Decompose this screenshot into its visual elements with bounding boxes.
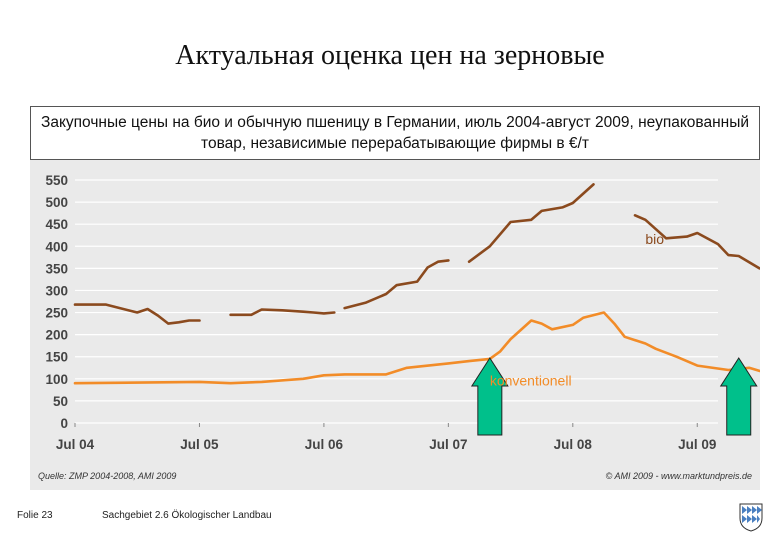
y-tick-label: 0 [60,416,68,431]
y-tick-label: 500 [45,195,68,210]
y-tick-label: 250 [45,306,68,321]
series-line-konventionell [73,311,760,385]
chart-background [30,160,760,490]
series-line-bio [73,303,201,325]
x-tick-label: Jul 08 [554,437,593,452]
y-tick-label: 550 [45,173,68,188]
x-tick-label: Jul 05 [180,437,219,452]
x-tick-label: Jul 06 [305,437,344,452]
y-tick-label: 400 [45,239,68,254]
slide-title: Актуальная оценка цен на зерновые [175,40,605,71]
y-tick-label: 150 [45,350,68,365]
x-tick-label: Jul 07 [429,437,467,452]
y-tick-label: 300 [45,283,68,298]
up-arrow-icon [470,357,509,436]
y-tick-label: 450 [45,217,68,232]
slide-number: Folie 23 [17,510,53,521]
series-line-bio [633,213,760,270]
price-chart: 0 50 100 150 200 250 300 350 400 450 500 550 Jul 04… [30,160,760,490]
series-line-bio [229,308,336,317]
x-tick-label: Jul 09 [678,437,716,452]
y-tick-label: 100 [45,372,68,387]
bavarian-crest-icon [739,503,763,532]
chart-caption: Закупочные цены на био и обычную пшеницу… [30,106,760,160]
copyright-note: © AMI 2009 - www.marktundpreis.de [606,471,752,481]
series-label-konventionell: konventionell [490,372,572,388]
series-line-bio [343,259,450,310]
x-tick-label: Jul 04 [56,437,95,452]
up-arrow-icon [719,357,758,436]
y-tick-label: 200 [45,328,68,343]
y-tick-label: 350 [45,261,68,276]
series-line-bio [467,183,595,263]
y-tick-label: 50 [53,394,68,409]
series-label-bio: bio [645,231,664,247]
department-label: Sachgebiet 2.6 Ökologischer Landbau [102,510,272,521]
source-note: Quelle: ZMP 2004-2008, AMI 2009 [38,471,176,481]
